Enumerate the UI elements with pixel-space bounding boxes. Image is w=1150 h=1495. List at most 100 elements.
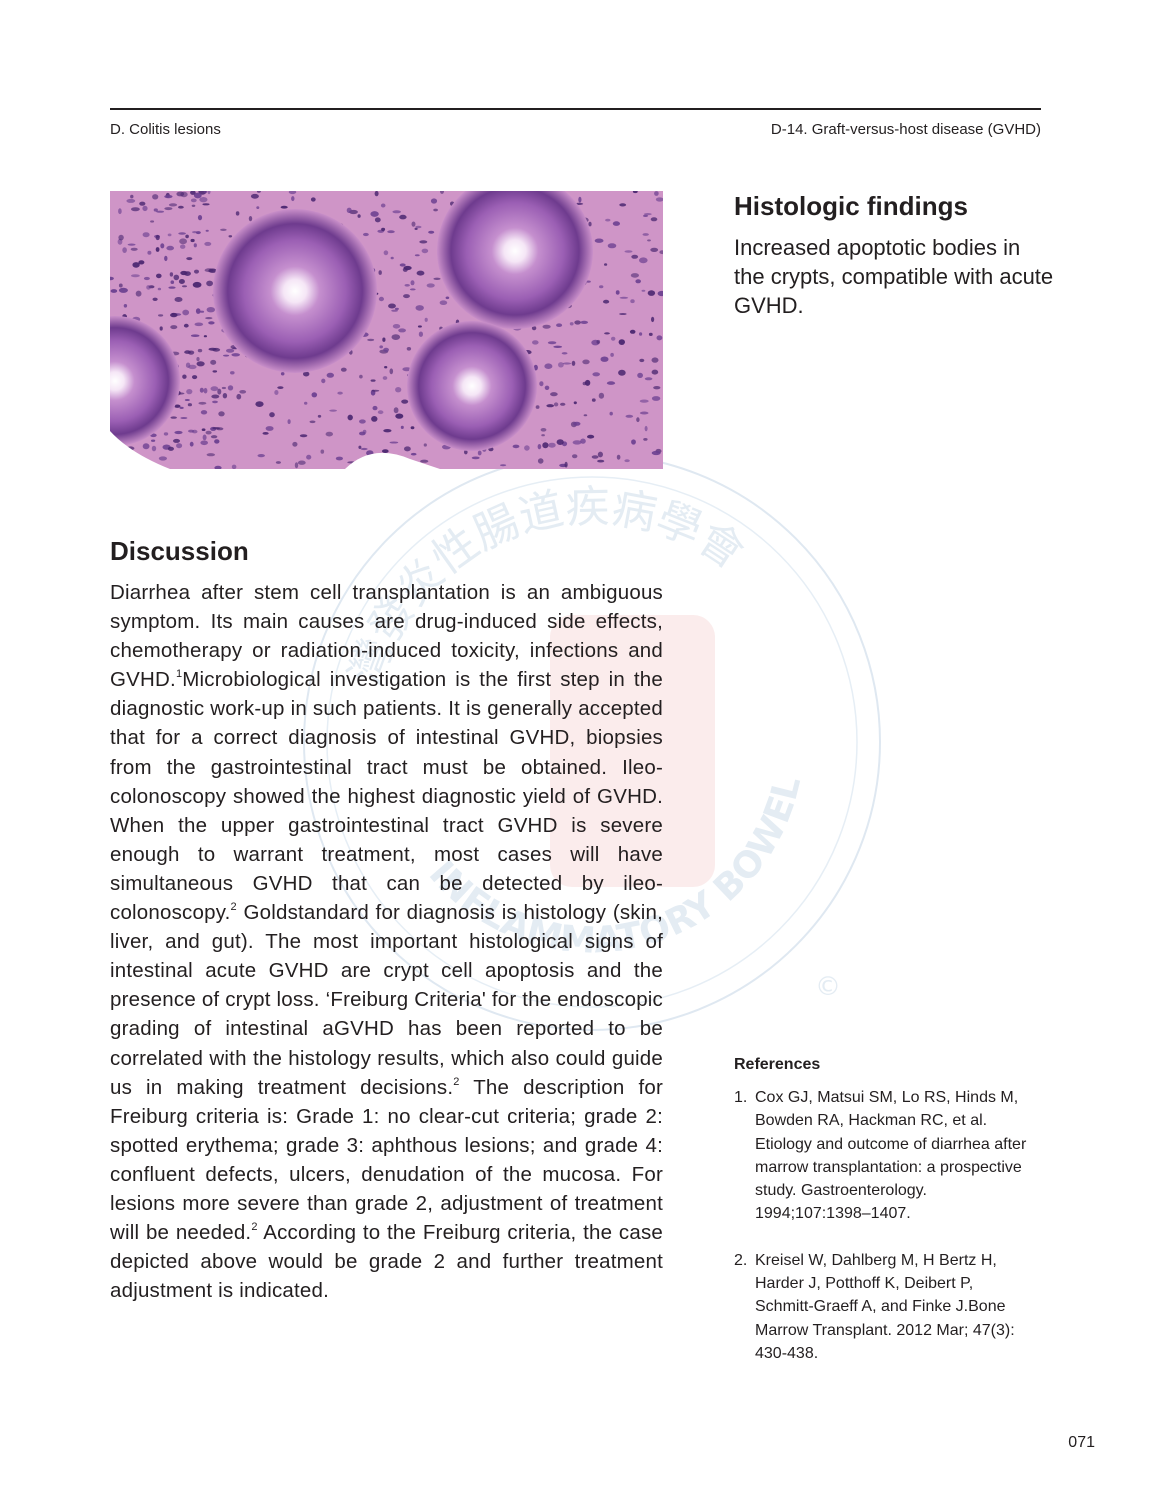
stromal-nucleus — [631, 254, 639, 259]
stromal-nucleus — [572, 440, 582, 445]
stromal-nucleus — [624, 250, 633, 253]
stromal-nucleus — [303, 371, 310, 377]
stromal-nucleus — [211, 394, 220, 399]
stromal-nucleus — [210, 435, 218, 439]
stromal-nucleus — [231, 353, 240, 357]
stromal-nucleus — [639, 332, 643, 336]
crypt-3 — [407, 321, 537, 451]
stromal-nucleus — [206, 307, 215, 313]
stromal-nucleus — [406, 347, 412, 351]
stromal-nucleus — [586, 280, 591, 283]
stromal-nucleus — [197, 348, 203, 353]
stromal-nucleus — [395, 387, 402, 393]
stromal-nucleus — [199, 387, 204, 393]
stromal-nucleus — [337, 391, 343, 395]
references-heading: References — [734, 1056, 821, 1073]
stromal-nucleus — [647, 239, 651, 242]
stromal-nucleus — [641, 289, 646, 292]
stromal-nucleus — [151, 439, 156, 442]
stromal-nucleus — [644, 425, 648, 432]
stromal-nucleus — [118, 208, 122, 215]
stromal-nucleus — [156, 273, 162, 279]
stromal-nucleus — [625, 414, 634, 418]
stromal-nucleus — [382, 449, 389, 453]
stromal-nucleus — [370, 211, 379, 217]
stromal-nucleus — [383, 250, 389, 256]
stromal-nucleus — [340, 367, 347, 372]
stromal-nucleus — [367, 338, 375, 342]
stromal-nucleus — [362, 429, 367, 434]
stromal-nucleus — [214, 465, 222, 469]
stromal-nucleus — [561, 352, 568, 355]
stromal-nucleus — [615, 290, 620, 295]
stromal-nucleus — [420, 459, 429, 463]
stromal-nucleus — [182, 309, 190, 316]
stromal-nucleus — [262, 432, 269, 435]
stromal-nucleus — [180, 270, 188, 276]
stromal-nucleus — [142, 443, 150, 450]
stromal-nucleus — [218, 411, 225, 417]
stromal-nucleus — [655, 197, 663, 202]
stromal-nucleus — [539, 381, 544, 387]
stromal-nucleus — [287, 419, 291, 424]
stromal-nucleus — [556, 439, 564, 445]
stromal-nucleus — [399, 263, 406, 267]
stromal-nucleus — [573, 401, 577, 405]
stromal-nucleus — [309, 420, 316, 424]
stromal-nucleus — [580, 438, 586, 444]
stromal-nucleus — [532, 340, 539, 345]
stromal-nucleus — [382, 337, 386, 342]
stromal-nucleus — [410, 280, 415, 286]
stromal-nucleus — [187, 403, 192, 407]
crypt-4 — [110, 316, 180, 446]
running-header-section: D. Colitis lesions — [110, 121, 221, 138]
stromal-nucleus — [157, 287, 162, 291]
stromal-nucleus — [188, 429, 195, 433]
stromal-nucleus — [190, 198, 197, 203]
stromal-nucleus — [321, 378, 326, 384]
stromal-nucleus — [208, 321, 215, 325]
stromal-nucleus — [556, 323, 563, 327]
citation-superscript: 2 — [453, 1075, 460, 1088]
stromal-nucleus — [131, 207, 140, 212]
stromal-nucleus — [178, 205, 184, 209]
stromal-nucleus — [600, 356, 609, 362]
stromal-nucleus — [208, 347, 217, 351]
stromal-nucleus — [118, 283, 123, 288]
stromal-nucleus — [583, 414, 588, 417]
stromal-nucleus — [426, 283, 435, 288]
stromal-nucleus — [371, 389, 380, 392]
stromal-nucleus — [158, 314, 164, 317]
stromal-nucleus — [212, 400, 218, 404]
stromal-nucleus — [317, 414, 322, 418]
lumen-edge-center — [345, 452, 440, 469]
stromal-nucleus — [619, 313, 627, 315]
stromal-nucleus — [357, 214, 361, 218]
stromal-nucleus — [637, 372, 643, 378]
stromal-nucleus — [257, 454, 265, 458]
stromal-nucleus — [540, 428, 547, 432]
stromal-nucleus — [414, 227, 418, 230]
stromal-nucleus — [214, 439, 220, 444]
stromal-nucleus — [280, 372, 285, 376]
stromal-nucleus — [392, 210, 402, 214]
stromal-nucleus — [404, 446, 411, 452]
stromal-nucleus — [653, 386, 661, 390]
stromal-nucleus — [400, 425, 404, 429]
stromal-nucleus — [410, 452, 417, 456]
stromal-nucleus — [611, 336, 616, 341]
stromal-nucleus — [421, 248, 429, 254]
stromal-nucleus — [173, 438, 180, 443]
stromal-nucleus — [372, 405, 378, 411]
stromal-nucleus — [186, 257, 193, 261]
references-list: 1. Cox GJ, Matsui SM, Lo RS, Hinds M, Bo… — [734, 1086, 1034, 1388]
citation-superscript: 2 — [251, 1221, 258, 1234]
stromal-nucleus — [182, 374, 187, 379]
stromal-nucleus — [152, 297, 158, 301]
stromal-nucleus — [403, 265, 412, 271]
stromal-nucleus — [311, 392, 318, 398]
society-watermark-seal: 灣發炎性腸道疾病學會 INFLAMMATORY BOWEL DISEASE © — [300, 450, 881, 1031]
stromal-nucleus — [192, 281, 202, 288]
stromal-nucleus — [174, 430, 183, 435]
stromal-nucleus — [160, 243, 165, 249]
